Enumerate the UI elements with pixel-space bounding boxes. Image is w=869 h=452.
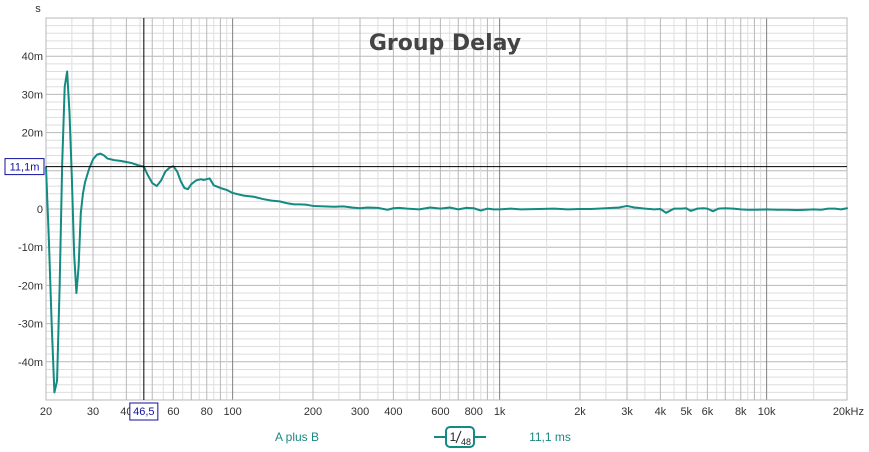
series-line bbox=[45, 70, 848, 394]
x-tick-label: 1k bbox=[494, 406, 506, 418]
smoothing-fraction-slash bbox=[455, 430, 462, 444]
y-tick-label: 40m bbox=[22, 51, 43, 63]
cursor-y-label-box bbox=[4, 158, 45, 176]
x-tick-label: 200 bbox=[304, 406, 322, 418]
x-tick-label: 800 bbox=[465, 406, 483, 418]
cursor-y-label: 11,1m bbox=[10, 162, 40, 174]
x-tick-label: 5k bbox=[680, 406, 692, 418]
legend-cursor-value: 11,1 ms bbox=[529, 430, 571, 444]
cursor-overlay[interactable]: 11,1m 46,5 bbox=[4, 18, 847, 421]
x-tick-label: 20kHz bbox=[833, 406, 864, 418]
x-tick-label: 4k bbox=[655, 406, 667, 418]
legend: A plus B 1 48 11,1 ms bbox=[275, 426, 571, 448]
x-tick-label: 10k bbox=[758, 406, 776, 418]
y-axis-unit: s bbox=[35, 3, 41, 15]
x-tick-label: 3k bbox=[621, 406, 633, 418]
legend-series-name: A plus B bbox=[275, 430, 319, 444]
y-tick-label: 30m bbox=[22, 89, 43, 101]
x-tick-label: 80 bbox=[201, 406, 213, 418]
x-tick-label: 60 bbox=[167, 406, 179, 418]
smoothing-button[interactable] bbox=[445, 426, 475, 448]
cursor-x-label: 46,5 bbox=[133, 406, 154, 418]
smoothing-numerator: 1 bbox=[450, 430, 457, 444]
y-tick-label: -20m bbox=[18, 280, 43, 292]
plot-series[interactable] bbox=[45, 70, 848, 394]
x-tick-label: 600 bbox=[431, 406, 449, 418]
x-tick-label: 30 bbox=[87, 406, 99, 418]
y-tick-label: -40m bbox=[18, 357, 43, 369]
axes: s40m30m20m10m0-10m-20m-30m-40m2030406080… bbox=[18, 3, 864, 418]
smoothing-denominator: 48 bbox=[461, 437, 471, 447]
y-tick-label: -30m bbox=[18, 319, 43, 331]
cursor-x-label-box bbox=[129, 402, 159, 421]
x-tick-label: 400 bbox=[384, 406, 402, 418]
x-tick-label: 20 bbox=[40, 406, 52, 418]
y-tick-label: 0 bbox=[37, 204, 43, 216]
y-tick-label: -10m bbox=[18, 242, 43, 254]
x-tick-label: 8k bbox=[735, 406, 747, 418]
x-tick-label: 100 bbox=[223, 406, 241, 418]
chart-title: Group Delay bbox=[369, 31, 521, 56]
x-tick-label: 2k bbox=[574, 406, 586, 418]
x-tick-label: 6k bbox=[702, 406, 714, 418]
x-tick-label: 300 bbox=[351, 406, 369, 418]
y-tick-label: 20m bbox=[22, 128, 43, 140]
